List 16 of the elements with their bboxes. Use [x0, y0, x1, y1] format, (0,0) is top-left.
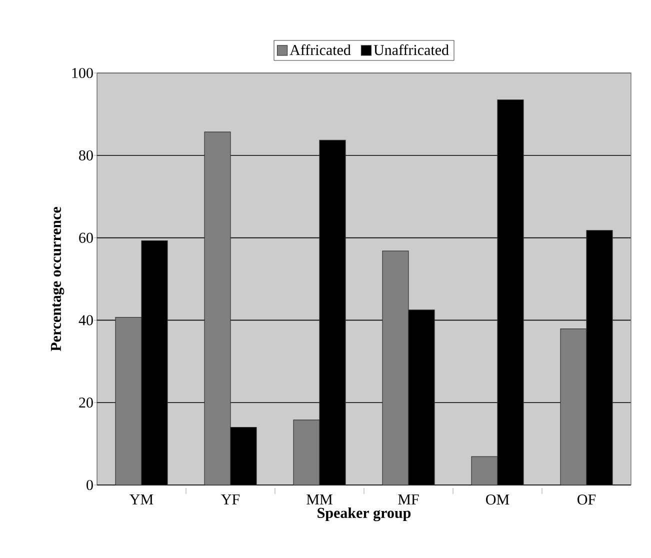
y-tick-label: 80 [79, 150, 93, 160]
y-axis-title: Percentage occurrence [51, 206, 64, 352]
y-tick-label: 20 [79, 398, 93, 408]
x-tick-label: YM [130, 494, 154, 504]
y-tick-label: 0 [86, 480, 93, 490]
x-tick-label: MF [398, 494, 419, 504]
x-axis-title: Speaker group [318, 507, 411, 522]
legend-label: Unaffricated [374, 44, 449, 56]
x-tick-label: OF [578, 494, 596, 505]
x-tick-label: OM [486, 494, 510, 505]
x-tick-label: YF [221, 494, 240, 504]
y-tick-label: 40 [78, 315, 93, 326]
y-tick-label: 60 [79, 232, 93, 243]
x-tick-label: MM [306, 494, 332, 504]
y-tick-label: 100 [72, 68, 93, 78]
legend-label: Affricated [290, 44, 351, 56]
